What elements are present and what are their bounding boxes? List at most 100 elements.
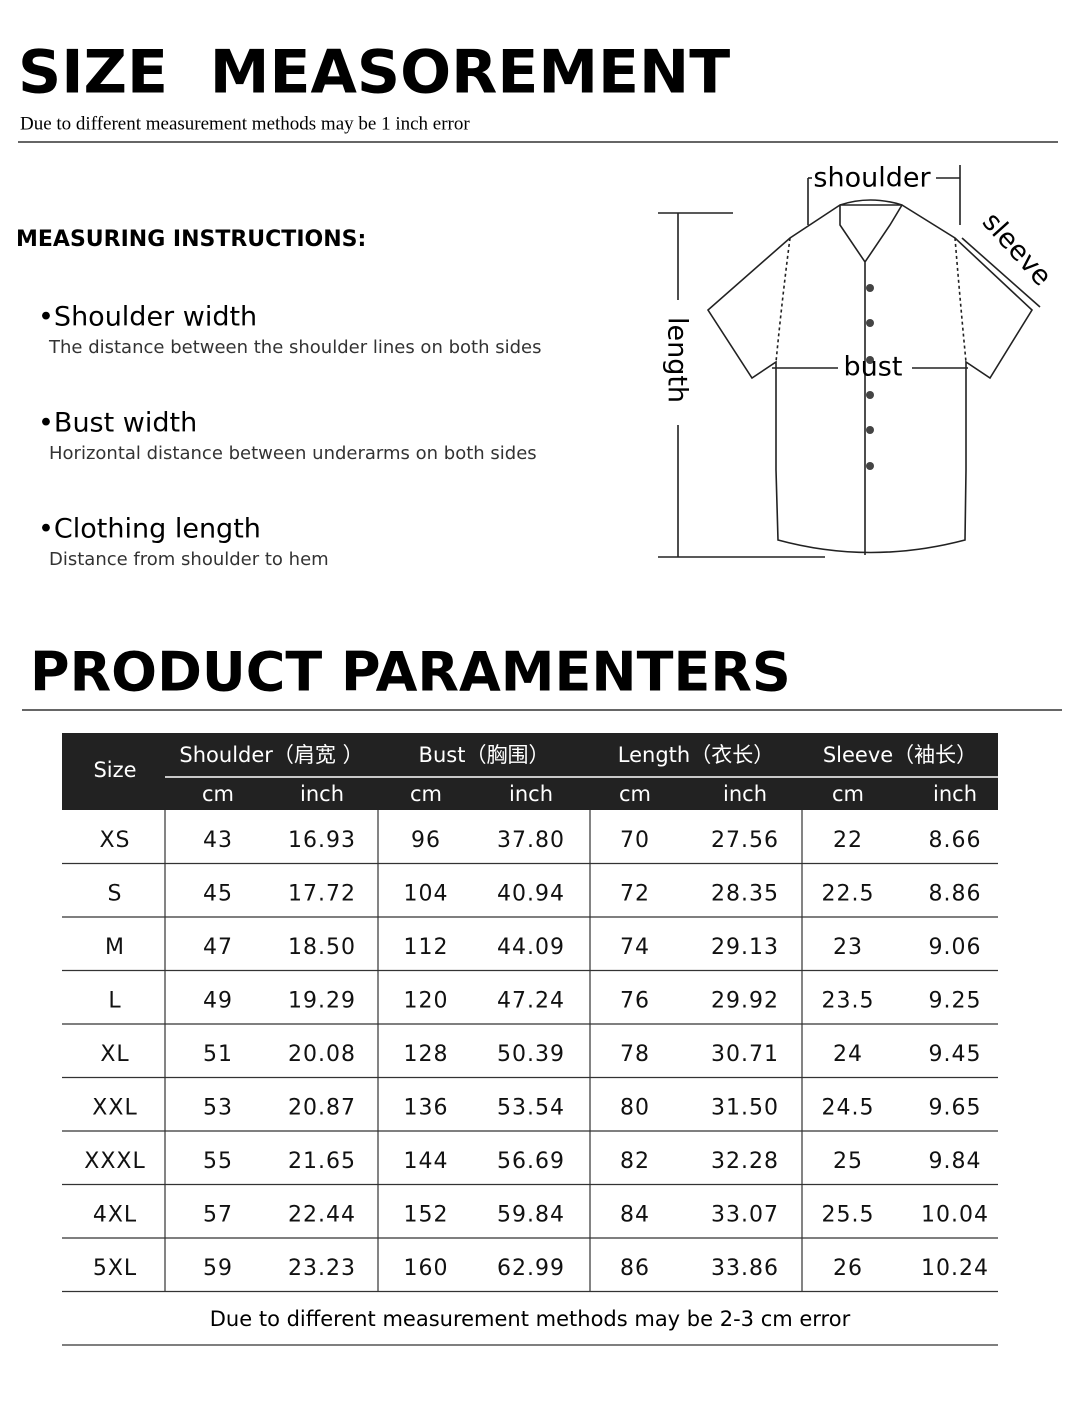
table-note: Due to different measurement methods may…	[210, 1307, 851, 1331]
cell: 21.65	[288, 1149, 356, 1174]
cell: 31.50	[711, 1095, 779, 1120]
cell: 47	[203, 935, 233, 960]
group-header: Length（衣长）	[618, 743, 774, 767]
cell: 86	[620, 1256, 650, 1281]
length-label: length	[662, 317, 693, 403]
unit-header: inch	[933, 782, 977, 806]
cell: 53	[203, 1095, 233, 1120]
cell: 32.28	[711, 1149, 779, 1174]
subtitle: Due to different measurement methods may…	[20, 113, 470, 134]
cell: 40.94	[497, 881, 565, 906]
cell: 17.72	[288, 881, 356, 906]
cell: 49	[203, 988, 233, 1013]
cell: 9.65	[929, 1095, 982, 1120]
cell: 9.25	[929, 988, 982, 1013]
cell: 8.86	[929, 881, 982, 906]
cell: 136	[404, 1095, 449, 1120]
cell: 76	[620, 988, 650, 1013]
cell: 45	[203, 881, 233, 906]
cell: 59	[203, 1256, 233, 1281]
cell: 28.35	[711, 881, 779, 906]
unit-header: inch	[509, 782, 553, 806]
table-header	[62, 733, 998, 810]
instruction-label: •Bust width	[38, 408, 197, 439]
size-table: Shoulder（肩宽 ） Bust（胸围） Length（衣长） Sleeve（袖长…	[62, 743, 998, 1293]
cell: 23	[833, 935, 863, 960]
cell: 62.99	[497, 1256, 565, 1281]
cell: 23.23	[288, 1256, 356, 1281]
instructions-heading: MEASURING INSTRUCTIONS:	[16, 227, 366, 252]
cell: 53.54	[497, 1095, 565, 1120]
cell: 18.50	[288, 935, 356, 960]
cell: 30.71	[711, 1042, 779, 1067]
cell: 56.69	[497, 1149, 565, 1174]
cell: 19.29	[288, 988, 356, 1013]
cell: 44.09	[497, 935, 565, 960]
instruction-desc: Horizontal distance between underarms on…	[49, 443, 537, 464]
cell: 47.24	[497, 988, 565, 1013]
cell: 144	[404, 1149, 449, 1174]
group-header: Sleeve（袖长）	[823, 743, 977, 767]
cell: 23.5	[822, 988, 875, 1013]
unit-header: cm	[832, 782, 864, 806]
cell: 22	[833, 828, 863, 853]
title: SIZE MEASOREMENT	[18, 38, 730, 108]
cell: M	[105, 935, 125, 960]
group-header: Shoulder（肩宽 ）	[179, 743, 363, 767]
cell: 72	[620, 881, 650, 906]
cell: 10.04	[921, 1202, 989, 1227]
cell: 22.5	[822, 881, 875, 906]
unit-header: cm	[410, 782, 442, 806]
unit-header: inch	[300, 782, 344, 806]
cell: 33.07	[711, 1202, 779, 1227]
cell: 20.08	[288, 1042, 356, 1067]
sleeve-label: sleeve	[976, 206, 1058, 292]
cell: 82	[620, 1149, 650, 1174]
cell: 50.39	[497, 1042, 565, 1067]
cell: 24.5	[822, 1095, 875, 1120]
cell: 160	[404, 1256, 449, 1281]
cell: 25.5	[822, 1202, 875, 1227]
cell: XS	[99, 828, 130, 853]
size-header: Size	[93, 758, 136, 782]
cell: S	[108, 881, 123, 906]
cell: L	[108, 988, 121, 1013]
cell: 24	[833, 1042, 863, 1067]
buttons	[866, 284, 874, 470]
cell: 29.13	[711, 935, 779, 960]
cell: 128	[404, 1042, 449, 1067]
unit-header: inch	[723, 782, 767, 806]
cell: 59.84	[497, 1202, 565, 1227]
cell: 33.86	[711, 1256, 779, 1281]
cell: 84	[620, 1202, 650, 1227]
instruction-label: •Shoulder width	[38, 302, 257, 333]
cell: 26	[833, 1256, 863, 1281]
cell: 4XL	[93, 1202, 137, 1227]
cell: XL	[100, 1042, 129, 1067]
section-title: PRODUCT PARAMENTERS	[30, 641, 791, 704]
cell: 29.92	[711, 988, 779, 1013]
cell: 104	[404, 881, 449, 906]
instruction-label: •Clothing length	[38, 514, 261, 545]
cell: 43	[203, 828, 233, 853]
instruction-list: •Shoulder width The distance between the …	[38, 302, 541, 571]
shoulder-label: shoulder	[813, 163, 931, 194]
cell: 78	[620, 1042, 650, 1067]
bust-label: bust	[844, 352, 903, 383]
cell: 27.56	[711, 828, 779, 853]
cell: 80	[620, 1095, 650, 1120]
cell: 25	[833, 1149, 863, 1174]
unit-header: cm	[619, 782, 651, 806]
cell: 16.93	[288, 828, 356, 853]
cell: 9.06	[929, 935, 982, 960]
cell: 37.80	[497, 828, 565, 853]
unit-header: cm	[202, 782, 234, 806]
cell: 152	[404, 1202, 449, 1227]
cell: 112	[404, 935, 449, 960]
cell: 51	[203, 1042, 233, 1067]
cell: XXXL	[84, 1149, 145, 1174]
cell: XXL	[92, 1095, 137, 1120]
cell: 10.24	[921, 1256, 989, 1281]
